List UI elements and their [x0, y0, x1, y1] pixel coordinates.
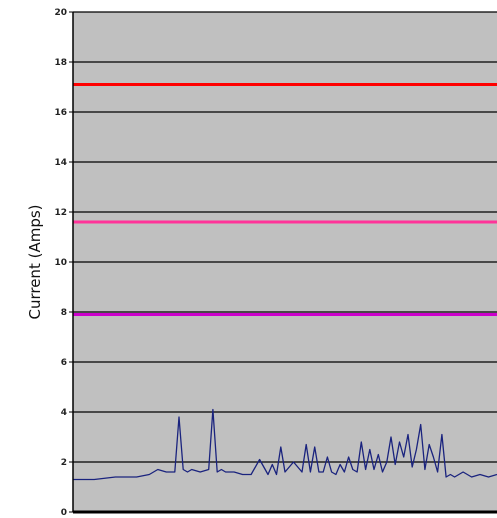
y-tick-label-16: 16 — [54, 108, 67, 118]
y-tick-label-12: 12 — [54, 208, 67, 218]
grid-lines — [73, 11, 497, 463]
y-tick-label-10: 10 — [54, 258, 67, 268]
y-tick-label-14: 14 — [54, 158, 67, 168]
reference-lines — [73, 83, 497, 316]
y-tick-label-6: 6 — [61, 358, 67, 368]
y-axis-label: Current (Amps) — [26, 204, 44, 319]
y-tick-labels: 0 2 4 6 8 10 12 14 16 18 20 — [54, 8, 73, 518]
y-tick-label-0: 0 — [61, 508, 67, 518]
series-lines — [73, 408, 497, 481]
series-line-0 — [73, 408, 497, 481]
y-tick-label-2: 2 — [61, 458, 67, 468]
y-tick-label-18: 18 — [54, 58, 67, 68]
y-tick-label-8: 8 — [61, 308, 67, 318]
y-tick-label-4: 4 — [61, 408, 67, 418]
y-tick-label-20: 20 — [54, 8, 67, 18]
